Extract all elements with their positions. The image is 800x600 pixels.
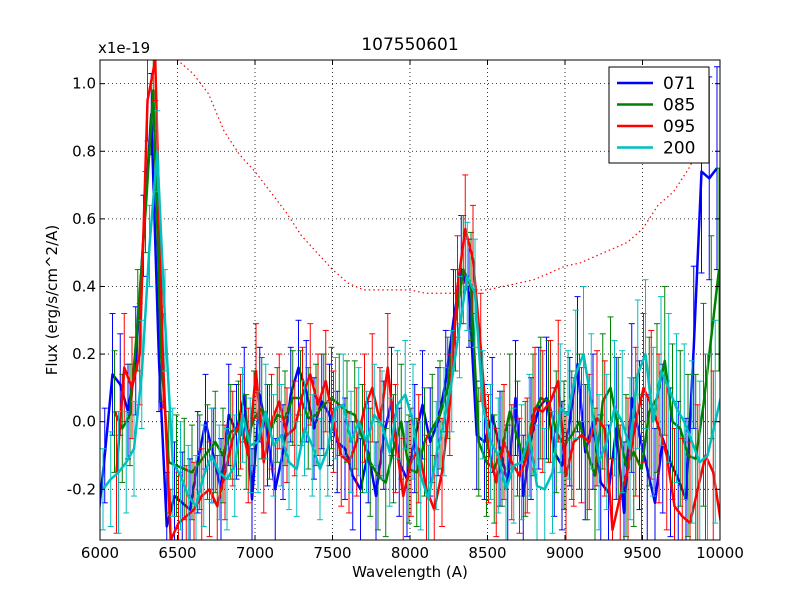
y-tick-label: 1.0 bbox=[72, 75, 96, 93]
x-tick-label: 8000 bbox=[391, 544, 429, 562]
series-line-200 bbox=[102, 150, 720, 508]
x-tick-label: 9500 bbox=[623, 544, 661, 562]
error-bar bbox=[541, 427, 548, 540]
error-bar bbox=[193, 454, 199, 540]
x-tick-label: 9000 bbox=[546, 544, 584, 562]
x-tick-label: 7500 bbox=[313, 544, 351, 562]
x-tick-label: 6000 bbox=[81, 544, 119, 562]
legend-item-085: 085 bbox=[617, 96, 695, 116]
legend-label: 085 bbox=[663, 96, 695, 116]
y-axis-label: Flux (erg/s/cm^2/A) bbox=[43, 225, 61, 376]
y-tick-label: 0.0 bbox=[72, 413, 96, 431]
error-bar bbox=[704, 353, 711, 540]
x-tick-label: 6500 bbox=[158, 544, 196, 562]
y-tick-label: -0.2 bbox=[67, 480, 96, 498]
legend-label: 200 bbox=[663, 139, 695, 159]
x-axis-label: Wavelength (A) bbox=[352, 563, 468, 581]
series-line-085 bbox=[113, 89, 720, 484]
legend-label: 071 bbox=[663, 74, 695, 94]
axis-ticks: 6000 6500 7000 7500 8000 8500 9000 9500 10000 -0.… bbox=[67, 60, 744, 562]
x-tick-label: 7000 bbox=[236, 544, 274, 562]
y-tick-label: 0.4 bbox=[72, 277, 96, 295]
legend-item-200: 200 bbox=[617, 139, 695, 159]
series-200 bbox=[100, 110, 726, 540]
y-tick-label: 0.6 bbox=[72, 210, 96, 228]
reference-curve bbox=[176, 60, 706, 294]
legend-item-095: 095 bbox=[617, 117, 695, 137]
x-tick-label: 8500 bbox=[468, 544, 506, 562]
reference-curve-layer bbox=[176, 60, 706, 294]
error-bar bbox=[718, 421, 720, 423]
legend-label: 095 bbox=[663, 117, 695, 137]
error-bar bbox=[720, 286, 726, 489]
y-tick-label: 0.2 bbox=[72, 345, 96, 363]
x-tick-label: 10000 bbox=[696, 544, 744, 562]
series-layer bbox=[100, 60, 726, 540]
y-tick-label: 0.8 bbox=[72, 142, 96, 160]
legend-item-071: 071 bbox=[617, 74, 695, 94]
series-line-095 bbox=[115, 60, 720, 540]
y-offset-label: x1e-19 bbox=[98, 39, 150, 57]
chart-title: 107550601 bbox=[361, 35, 458, 55]
